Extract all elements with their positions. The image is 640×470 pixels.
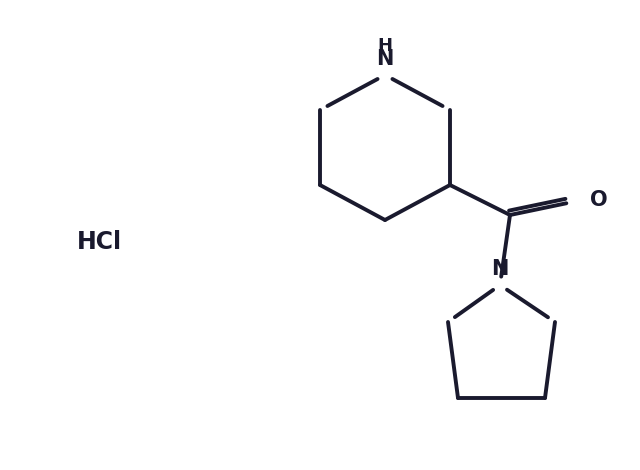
Text: O: O	[590, 190, 607, 210]
Text: HCl: HCl	[77, 230, 122, 254]
Text: H: H	[378, 37, 392, 55]
Text: N: N	[492, 259, 509, 279]
Text: N: N	[376, 49, 394, 69]
